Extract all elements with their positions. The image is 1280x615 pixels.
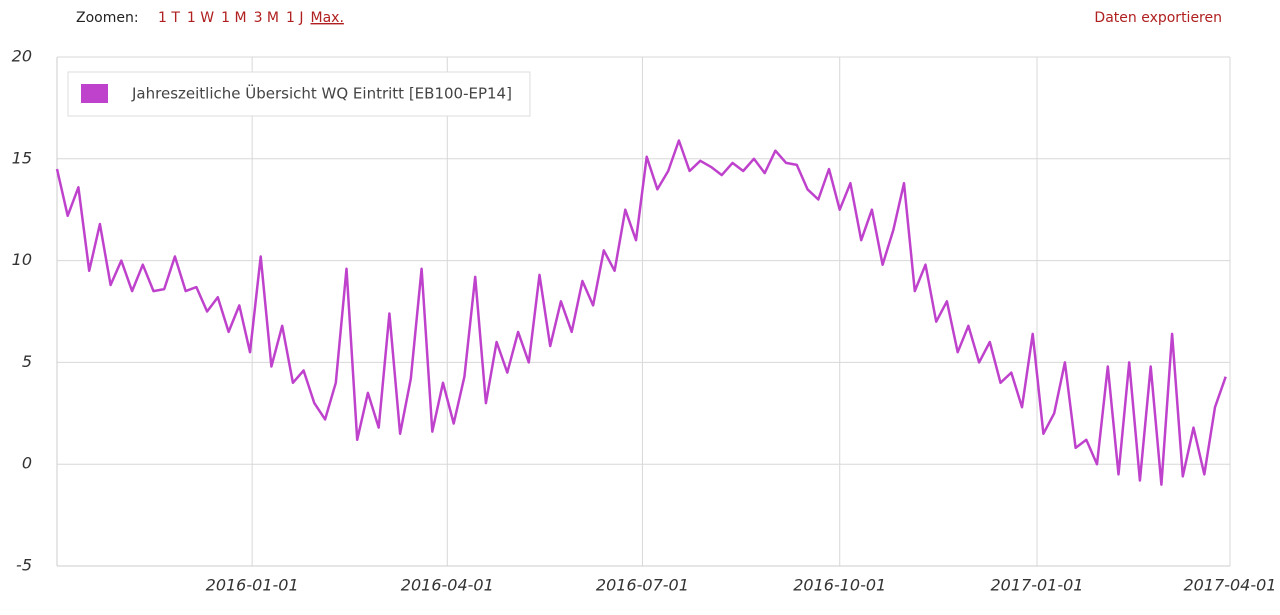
y-tick-label: 20 [12,47,32,66]
zoom-option[interactable]: 1 J [286,10,304,26]
x-tick-label: 2016-10-01 [793,576,886,595]
legend [67,71,531,117]
legend-label: Jahreszeitliche Übersicht WQ Eintritt [E… [131,84,512,103]
y-tick-label: 15 [12,148,32,167]
zoom-option[interactable]: 1 M [221,10,246,26]
x-tick-label: 2016-07-01 [596,576,689,595]
zoom-option[interactable]: Max. [311,10,344,26]
y-tick-label: 5 [22,352,32,371]
zoom-label: Zoomen: [76,10,139,26]
zoom-option[interactable]: 1 T [158,10,180,26]
x-tick-label: 2016-01-01 [206,576,299,595]
x-tick-label: 2016-04-01 [401,576,494,595]
y-tick-label: 10 [12,250,32,269]
y-tick-label: 0 [22,454,32,473]
legend-swatch [81,84,108,103]
zoom-options: 1 T 1 W 1 M 3 M 1 J Max. [158,10,344,26]
data-line [55,139,1227,486]
x-tick-label: 2017-04-01 [1184,576,1277,595]
zoom-option[interactable]: 3 M [254,10,279,26]
zoom-option[interactable]: 1 W [187,10,214,26]
x-tick-label: 2017-01-01 [991,576,1084,595]
export-link[interactable]: Daten exportieren [1094,10,1222,26]
y-tick-label: -5 [16,556,32,575]
